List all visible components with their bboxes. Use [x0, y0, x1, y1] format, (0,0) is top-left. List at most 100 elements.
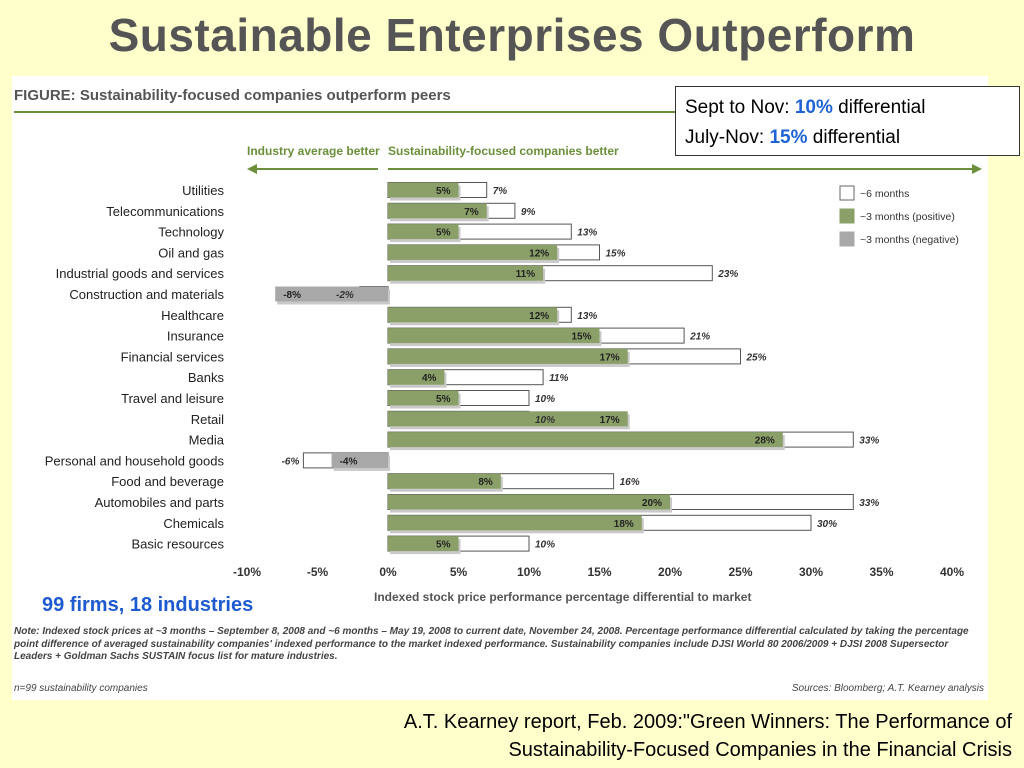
bar-3-months [388, 536, 459, 552]
bar-3-months [388, 515, 642, 531]
sources-label: Sources: Bloomberg; A.T. Kearney analysi… [791, 683, 984, 694]
citation-line-1: A.T. Kearney report, Feb. 2009:"Green Wi… [403, 711, 1012, 733]
category-label: Telecommunications [106, 204, 224, 219]
bar-label-6-months: 13% [577, 311, 597, 322]
bar-3-months [388, 244, 558, 260]
bar-label-3-months: 5% [436, 394, 451, 405]
figure-title: FIGURE: Sustainability-focused companies… [14, 87, 451, 104]
bar-label-6-months: 16% [620, 477, 640, 488]
figure-panel: FIGURE: Sustainability-focused companies… [12, 76, 988, 700]
firms-industries-label: 99 firms, 18 industries [42, 594, 254, 616]
category-label: Retail [191, 412, 224, 427]
bar-label-3-months: 18% [614, 519, 634, 530]
bar-3-months [388, 182, 459, 198]
bar-label-6-months: 13% [577, 228, 597, 239]
bar-label-6-months: 11% [549, 373, 568, 384]
bar-label-6-months: 23% [717, 269, 738, 280]
bar-label-6-months: 33% [859, 498, 879, 509]
bar-3-months [388, 432, 783, 448]
x-axis-label: Indexed stock price performance percenta… [374, 590, 751, 604]
category-label: Basic resources [132, 537, 225, 552]
bar-label-6-months: 15% [606, 248, 626, 259]
x-tick-label: 20% [658, 565, 682, 579]
bar-label-6-months: 7% [493, 186, 508, 197]
bar-3-months [388, 328, 600, 344]
category-label: Healthcare [161, 308, 224, 323]
bar-label-6-months: 25% [746, 352, 767, 363]
category-label: Food and beverage [111, 474, 224, 489]
citation-line-2: Sustainability-Focused Companies in the … [508, 739, 1012, 761]
x-tick-label: 10% [517, 565, 541, 579]
x-tick-label: -10% [233, 565, 261, 579]
x-tick-label: 5% [450, 565, 468, 579]
bar-3-months [388, 369, 445, 385]
sample-size-label: n=99 sustainability companies [14, 683, 148, 694]
legend-swatch [839, 185, 855, 201]
callout-line-2-suffix: differential [807, 127, 901, 148]
bar-label-3-months: 7% [464, 207, 479, 218]
callout-box: Sept to Nov: 10% differential July-Nov: … [675, 86, 1020, 156]
x-tick-label: 15% [587, 565, 611, 579]
callout-line-1-value: 10% [794, 97, 833, 118]
bar-label-3-months: 11% [516, 269, 536, 280]
legend-label: ~6 months [860, 188, 909, 200]
callout-line-1-prefix: Sept to Nov: [685, 97, 795, 118]
bar-3-months [275, 286, 388, 302]
x-tick-label: 25% [728, 565, 752, 579]
category-label: Personal and household goods [45, 453, 225, 468]
category-label: Industrial goods and services [56, 266, 225, 281]
bar-label-3-months: -8% [283, 290, 301, 301]
category-label: Utilities [182, 183, 224, 198]
bar-label-3-months: 5% [436, 186, 451, 197]
category-label: Chemicals [163, 516, 224, 531]
bar-label-6-months: 21% [689, 332, 710, 343]
bar-label-6-months: -6% [282, 456, 300, 467]
bar-label-6-months: 33% [859, 436, 879, 447]
x-tick-label: 30% [799, 565, 823, 579]
category-label: Insurance [167, 329, 224, 344]
bar-3-months [388, 494, 670, 510]
bar-label-6-months: 10% [535, 415, 555, 426]
bar-3-months [388, 265, 544, 281]
category-label: Automobiles and parts [95, 495, 225, 510]
bar-label-3-months: 5% [436, 540, 451, 551]
callout-line-2-prefix: July-Nov: [685, 127, 770, 148]
category-label: Media [189, 433, 225, 448]
bar-label-3-months: 5% [436, 228, 451, 239]
x-tick-label: 35% [869, 565, 893, 579]
category-label: Construction and materials [69, 287, 224, 302]
bar-label-3-months: 17% [600, 415, 620, 426]
x-tick-label: 40% [940, 565, 964, 579]
category-label: Travel and leisure [121, 391, 224, 406]
bar-label-6-months: 10% [535, 394, 555, 405]
callout-line-1: Sept to Nov: 10% differential [685, 93, 1019, 123]
legend-label: ~3 months (positive) [860, 211, 955, 223]
bar-label-3-months: 15% [571, 332, 591, 343]
bar-3-months [331, 452, 388, 468]
citation: A.T. Kearney report, Feb. 2009:"Green Wi… [404, 708, 1012, 764]
callout-line-2: July-Nov: 15% differential [685, 123, 1019, 153]
left-header: Industry average better [247, 144, 380, 158]
bar-3-months [388, 203, 487, 219]
figure-note: Note: Indexed stock prices at ~3 months … [14, 626, 969, 662]
bar-3-months [388, 473, 501, 489]
bar-label-6-months: -2% [336, 290, 354, 301]
legend-label: ~3 months (negative) [860, 234, 959, 246]
bar-3-months [388, 411, 628, 427]
x-tick-label: 0% [379, 565, 397, 579]
bar-label-6-months: 10% [535, 540, 555, 551]
bar-label-3-months: 12% [529, 248, 549, 259]
bar-label-6-months: 30% [817, 519, 837, 530]
bar-chart: FIGURE: Sustainability-focused companies… [14, 84, 988, 604]
category-label: Technology [158, 225, 224, 240]
callout-line-2-value: 15% [769, 127, 808, 148]
bar-3-months [388, 307, 558, 323]
category-label: Oil and gas [158, 245, 224, 260]
bar-label-3-months: 17% [600, 352, 620, 363]
bar-label-3-months: 20% [642, 498, 662, 509]
bar-label-3-months: 8% [478, 477, 493, 488]
bar-3-months [388, 390, 459, 406]
bar-3-months [388, 224, 459, 240]
category-label: Financial services [121, 349, 225, 364]
category-label: Banks [188, 370, 225, 385]
